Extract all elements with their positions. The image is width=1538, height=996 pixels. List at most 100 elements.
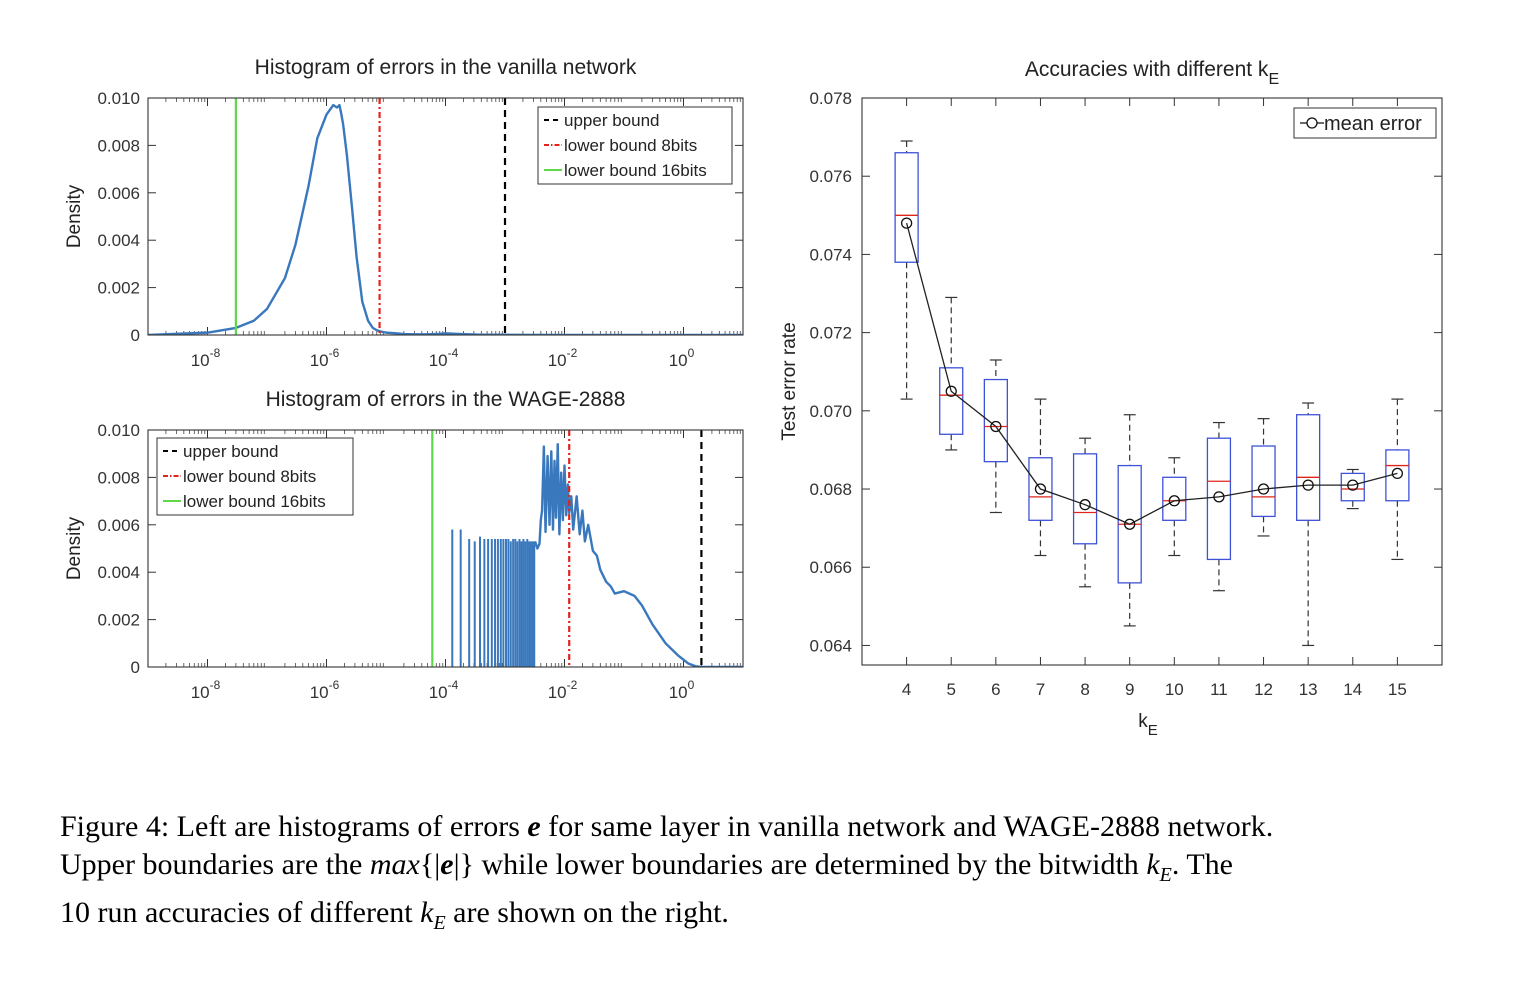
chart-title: Accuracies with different kE (1025, 58, 1279, 88)
x-tick-label: 7 (1036, 680, 1045, 699)
y-tick-label: 0.010 (97, 421, 140, 440)
legend-box (156, 437, 354, 516)
y-tick-label: 0.070 (809, 402, 852, 421)
box-k-4 (894, 140, 919, 400)
caption-label: Figure 4: (60, 810, 170, 843)
mean-error-marker (1213, 491, 1225, 503)
y-tick-label: 0.072 (809, 324, 852, 343)
box-k-15 (1385, 398, 1410, 561)
histogram-line (533, 443, 743, 667)
caption-text: |} (453, 848, 474, 881)
caption-symbol: max (369, 848, 420, 881)
mean-error-marker (1257, 483, 1270, 495)
box-k-12 (1251, 418, 1276, 537)
iqr-box (983, 378, 1008, 463)
iqr-box (1251, 445, 1276, 518)
y-tick-label: 0.064 (809, 636, 852, 655)
x-axis-label: kE (1138, 711, 1158, 739)
legend-label: lower bound 16bits (564, 161, 707, 180)
x-tick-label: 10-4 (429, 678, 459, 702)
legend-label: upper bound (183, 442, 278, 461)
x-tick-label: 100 (669, 346, 695, 370)
y-tick-label: 0.006 (97, 184, 140, 203)
legend-label: upper bound (564, 111, 659, 130)
legend: upper bound lower bound 8bits lower bound … (537, 106, 733, 185)
x-tick-label: 10-2 (548, 678, 578, 702)
mean-error-marker (1391, 467, 1404, 480)
histogram-vanilla-chart: Histogram of errors in the vanilla netwo… (64, 56, 744, 370)
mean-error-marker (990, 420, 1002, 433)
x-tick-label: 6 (991, 680, 1000, 699)
y-tick-label: 0.010 (97, 89, 140, 108)
x-tick-label: 14 (1343, 680, 1362, 699)
y-tick-label: 0.066 (809, 558, 852, 577)
caption-text: for same layer in vanilla network and WA… (540, 810, 1274, 843)
box-k-10 (1162, 457, 1187, 557)
y-tick-label: 0 (131, 658, 140, 677)
chart-title: Histogram of errors in the WAGE-2888 (266, 388, 626, 411)
y-tick-label: 0.074 (809, 245, 852, 264)
box-k-5 (939, 296, 964, 451)
plot-frame (147, 97, 744, 336)
legend-label: lower bound 16bits (183, 492, 326, 511)
legend-label: lower bound 8bits (183, 467, 316, 486)
legend-label: mean error (1324, 113, 1422, 135)
iqr-box (1296, 414, 1321, 521)
iqr-box (894, 152, 919, 263)
y-tick-label: 0.008 (97, 136, 140, 155)
y-axis-label: Density (64, 184, 85, 248)
caption-text: are shown on the right. (445, 896, 729, 929)
plot-frame (147, 429, 744, 668)
box-k-13 (1296, 402, 1321, 647)
x-tick-label: 12 (1254, 680, 1273, 699)
y-tick-label: 0.078 (809, 89, 852, 108)
caption-subscript: E (433, 912, 446, 934)
box-k-8 (1072, 437, 1098, 588)
y-tick-label: 0.002 (97, 279, 140, 298)
caption-text: Upper boundaries are the (60, 848, 370, 881)
x-tick-label: 13 (1299, 680, 1318, 699)
caption-symbol: k (420, 896, 434, 929)
x-tick-label: 8 (1080, 680, 1089, 699)
legend: upper bound lower bound 8bits lower bound … (156, 437, 354, 516)
legend: mean error (1293, 107, 1437, 139)
x-tick-label: 100 (669, 678, 695, 702)
iqr-box (1028, 457, 1053, 521)
mean-error-marker (945, 385, 957, 397)
x-tick-label: 10 (1165, 680, 1184, 699)
box-k-6 (983, 359, 1008, 514)
mean-error-marker (1347, 479, 1359, 491)
mean-error-marker (900, 217, 913, 229)
caption-symbol: k (1146, 848, 1160, 881)
x-tick-label: 10-8 (191, 346, 221, 370)
x-tick-label: 4 (902, 680, 911, 699)
legend-box (537, 106, 733, 185)
caption-text: {| (419, 848, 441, 881)
y-tick-label: 0 (131, 326, 140, 345)
caption-text: while lower boundaries are determined by… (474, 848, 1147, 881)
chart-title: Histogram of errors in the vanilla netwo… (255, 56, 637, 79)
mean-error-marker (1124, 518, 1136, 530)
figure-caption: Figure 4: Left are histograms of errors … (60, 808, 1480, 942)
mean-error-marker (1079, 499, 1091, 511)
caption-text: Left are histograms of errors (169, 810, 528, 843)
caption-symbol: e (527, 810, 541, 843)
y-axis-label: Test error rate (779, 322, 800, 440)
iqr-box (939, 367, 964, 435)
caption-symbol: e (440, 848, 454, 881)
accuracy-boxplot-chart: Accuracies with different kE 0.064 0.066 0.… (779, 58, 1443, 739)
mean-error-marker (1168, 495, 1180, 507)
iqr-box (1206, 437, 1232, 561)
x-tick-label: 9 (1125, 680, 1134, 699)
legend-marker (1306, 117, 1318, 129)
caption-text: . The (1171, 848, 1233, 881)
mean-error-line (905, 222, 1398, 525)
histogram-line (148, 103, 743, 335)
box-k-14 (1340, 468, 1365, 510)
x-tick-label: 10-6 (310, 678, 340, 702)
caption-text: 10 run accuracies of different (60, 896, 421, 929)
plot-area (431, 430, 743, 667)
histogram-wage-chart: Histogram of errors in the WAGE-2888 10-8… (64, 388, 744, 702)
caption-subscript: E (1159, 864, 1172, 886)
